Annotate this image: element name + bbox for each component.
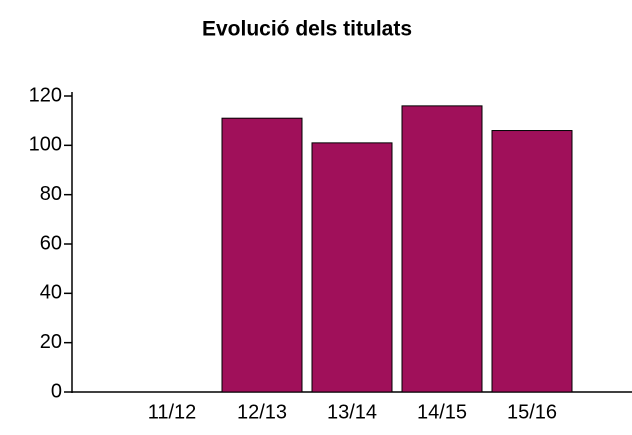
bar bbox=[401, 105, 483, 393]
bar bbox=[491, 130, 573, 393]
y-tick-label: 100 bbox=[29, 134, 62, 156]
y-tick-label: 80 bbox=[40, 183, 62, 205]
y-tick-label: 40 bbox=[40, 282, 62, 304]
bar bbox=[311, 142, 393, 393]
y-tick-label: 60 bbox=[40, 232, 62, 254]
x-tick-label: 13/14 bbox=[327, 401, 377, 423]
x-tick-label: 12/13 bbox=[237, 401, 287, 423]
x-tick-label: 11/12 bbox=[148, 401, 197, 423]
x-tick-label: 14/15 bbox=[417, 401, 467, 423]
bar bbox=[221, 117, 303, 393]
y-tick-label: 120 bbox=[29, 84, 62, 106]
y-tick-label: 0 bbox=[51, 380, 62, 402]
x-tick-label: 15/16 bbox=[507, 401, 557, 423]
chart-title: Evolució dels titulats bbox=[202, 18, 412, 41]
y-tick-label: 20 bbox=[40, 331, 62, 353]
